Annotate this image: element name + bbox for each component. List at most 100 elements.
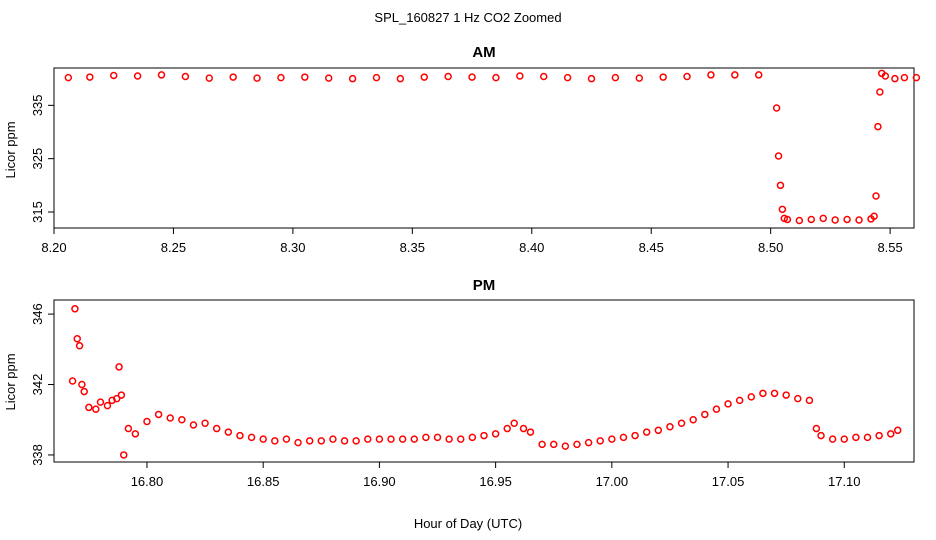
- pm-data-point: [468, 433, 477, 442]
- pm-data-point: [178, 415, 186, 424]
- panel-pm: PM Licor ppm 16.80 16.85 16.90 16.95 17.00 17…: [3, 277, 915, 489]
- am-data-point: [707, 71, 715, 79]
- pm-data-point: [340, 437, 349, 445]
- am-x-tick-label: 8.55: [877, 240, 902, 255]
- pm-data-point: [642, 428, 651, 436]
- pm-data-point: [526, 428, 535, 436]
- pm-data-point: [805, 396, 814, 405]
- am-data-point: [133, 72, 142, 80]
- am-data-point: [778, 205, 787, 214]
- pm-x-tick-label: 17.05: [712, 474, 745, 489]
- am-data-point: [372, 73, 381, 82]
- pm-data-point: [124, 424, 133, 433]
- am-x-tick-label: 8.25: [161, 240, 186, 255]
- pm-data-point: [329, 435, 337, 443]
- pm-data-point: [75, 342, 84, 350]
- panel-pm-title: PM: [473, 277, 496, 294]
- pm-data-point: [73, 334, 81, 343]
- am-data-point: [229, 73, 237, 81]
- am-data-point: [277, 73, 285, 82]
- am-data-point: [420, 73, 429, 81]
- am-data-point: [819, 214, 827, 223]
- am-data-point: [396, 74, 405, 83]
- pm-data-point: [271, 437, 279, 445]
- pm-data-point: [85, 403, 93, 412]
- pm-data-point: [759, 389, 767, 398]
- pm-data-point: [352, 437, 360, 445]
- pm-data-point: [631, 431, 639, 440]
- pm-data-point: [491, 430, 500, 438]
- pm-data-point: [294, 438, 302, 447]
- pm-data-point: [113, 394, 121, 403]
- pm-data-point: [503, 424, 511, 433]
- am-data-point: [776, 181, 785, 190]
- am-data-point: [635, 74, 644, 82]
- am-data-point: [891, 74, 899, 83]
- am-data-point: [253, 74, 261, 82]
- am-data-point: [324, 74, 333, 82]
- figure-title: SPL_160827 1 Hz CO2 Zoomed: [374, 10, 561, 25]
- pm-data-point: [71, 305, 79, 313]
- pm-data-point: [782, 391, 790, 399]
- pm-y-tick-label: 346: [30, 303, 45, 325]
- am-data-point: [881, 72, 890, 80]
- panel-pm-plot-box: [53, 299, 915, 463]
- pm-data-point: [317, 437, 326, 445]
- pm-x-tick-label: 16.95: [479, 474, 512, 489]
- pm-data-point: [724, 400, 732, 408]
- pm-data-point: [893, 426, 902, 435]
- am-data-point: [731, 71, 739, 79]
- am-data-point: [912, 73, 921, 82]
- am-data-point: [855, 216, 863, 224]
- pm-data-point: [770, 389, 779, 398]
- pm-data-point: [212, 424, 221, 433]
- pm-data-point: [840, 435, 849, 443]
- pm-x-tick-label: 17.10: [828, 474, 861, 489]
- pm-data-point: [282, 435, 291, 443]
- pm-data-point: [457, 435, 465, 443]
- pm-data-point: [445, 435, 453, 443]
- pm-data-point: [596, 437, 604, 445]
- am-data-point: [843, 215, 851, 224]
- pm-y-tick-label: 342: [30, 374, 45, 396]
- pm-data-point: [812, 424, 821, 433]
- panel-am-title: AM: [472, 44, 495, 61]
- am-data-point: [611, 73, 620, 82]
- x-axis-label: Hour of Day (UTC): [414, 516, 522, 531]
- am-x-tick-label: 8.40: [519, 240, 544, 255]
- pm-data-point: [561, 442, 570, 450]
- pm-data-point: [887, 430, 895, 438]
- am-data-point: [783, 215, 792, 224]
- am-data-point: [301, 73, 309, 81]
- pm-data-point: [735, 396, 744, 405]
- pm-y-tick-label: 338: [30, 444, 45, 466]
- am-x-tick-label: 8.50: [758, 240, 783, 255]
- am-data-point: [831, 216, 839, 224]
- am-data-point: [86, 73, 94, 81]
- pm-data-point: [852, 433, 860, 442]
- am-data-point: [807, 215, 816, 224]
- pm-data-point: [666, 423, 674, 431]
- pm-x-tick-label: 16.85: [247, 474, 280, 489]
- am-data-point: [900, 73, 909, 82]
- pm-data-point: [794, 394, 802, 403]
- pm-data-point: [689, 415, 697, 424]
- pm-data-point: [573, 440, 581, 449]
- pm-data-point: [677, 419, 686, 428]
- am-x-tick-label: 8.45: [639, 240, 664, 255]
- pm-data-point: [875, 431, 883, 440]
- am-data-point: [205, 74, 214, 82]
- pm-data-point: [115, 363, 123, 371]
- am-data-point: [157, 71, 166, 79]
- panel-am-plot-box: [53, 67, 915, 229]
- panel-am-ylabel: Licor ppm: [3, 121, 18, 178]
- pm-data-point: [387, 435, 395, 443]
- pm-data-point: [92, 405, 100, 413]
- am-data-point: [109, 71, 118, 80]
- pm-data-point: [236, 431, 244, 440]
- pm-data-point: [747, 393, 756, 401]
- pm-data-point: [201, 419, 209, 428]
- pm-data-point: [131, 430, 140, 438]
- am-x-tick-label: 8.30: [280, 240, 305, 255]
- pm-data-point: [154, 410, 163, 419]
